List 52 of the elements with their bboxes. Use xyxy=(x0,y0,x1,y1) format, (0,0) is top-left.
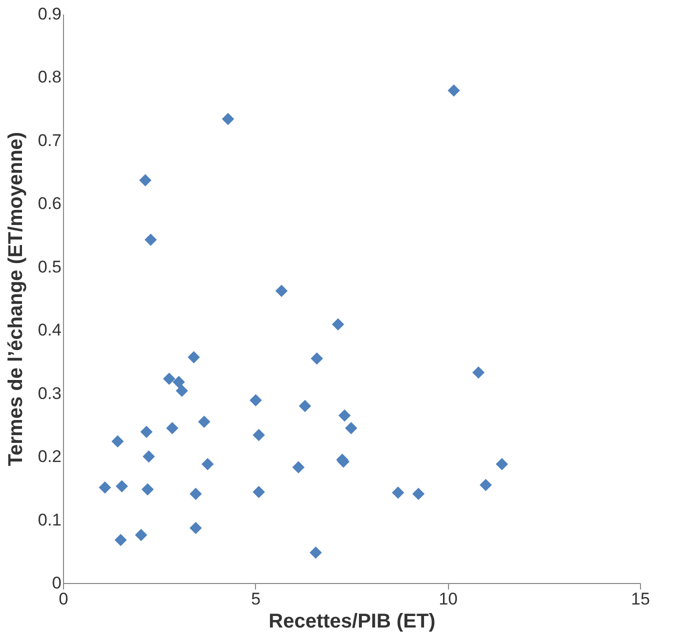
point xyxy=(332,318,344,331)
point xyxy=(392,486,404,499)
point xyxy=(275,284,288,298)
point xyxy=(98,481,112,494)
point xyxy=(116,480,128,492)
point xyxy=(134,528,148,542)
y-tick-label: 0.3 xyxy=(38,384,62,403)
point xyxy=(252,486,265,498)
point xyxy=(142,483,154,496)
point xyxy=(496,458,508,470)
point xyxy=(448,84,460,97)
point xyxy=(480,478,492,492)
x-tick-label: 15 xyxy=(631,590,650,608)
y-tick-label: 0.1 xyxy=(38,510,62,530)
point xyxy=(344,422,358,434)
point xyxy=(190,522,202,534)
point xyxy=(176,384,188,397)
point xyxy=(166,422,178,434)
point xyxy=(163,372,176,385)
point xyxy=(250,394,262,406)
point xyxy=(144,234,157,246)
y-tick-label: 0.8 xyxy=(38,68,62,87)
point xyxy=(188,351,200,364)
point xyxy=(198,416,210,428)
x-axis-title: Recettes/PIB (ET) xyxy=(268,610,436,632)
point xyxy=(292,461,305,474)
point xyxy=(140,426,153,438)
point xyxy=(472,366,485,379)
y-axis-title: Termes de l’échange (ET/moyenne) xyxy=(4,132,27,466)
point xyxy=(310,352,324,365)
point xyxy=(112,435,124,448)
y-tick-label: 0.9 xyxy=(38,4,62,24)
point xyxy=(114,534,127,546)
point xyxy=(139,174,152,186)
y-tick-label: 0.7 xyxy=(38,130,62,150)
x-tick-label: 10 xyxy=(438,590,458,608)
y-tick-label: 0.5 xyxy=(38,257,62,276)
y-tick-label: 0.4 xyxy=(38,320,62,340)
y-tick-label: 0.6 xyxy=(38,194,62,214)
point xyxy=(172,376,185,388)
x-tick-label: 5 xyxy=(251,590,261,608)
point xyxy=(202,458,214,470)
point xyxy=(310,546,322,559)
point xyxy=(412,488,425,500)
point xyxy=(252,428,265,442)
point xyxy=(142,450,155,463)
y-tick-label: 0 xyxy=(52,574,62,592)
point xyxy=(190,488,202,500)
point xyxy=(222,112,234,126)
point xyxy=(338,409,351,422)
y-tick-label: 0.2 xyxy=(38,447,62,466)
point xyxy=(298,400,312,412)
